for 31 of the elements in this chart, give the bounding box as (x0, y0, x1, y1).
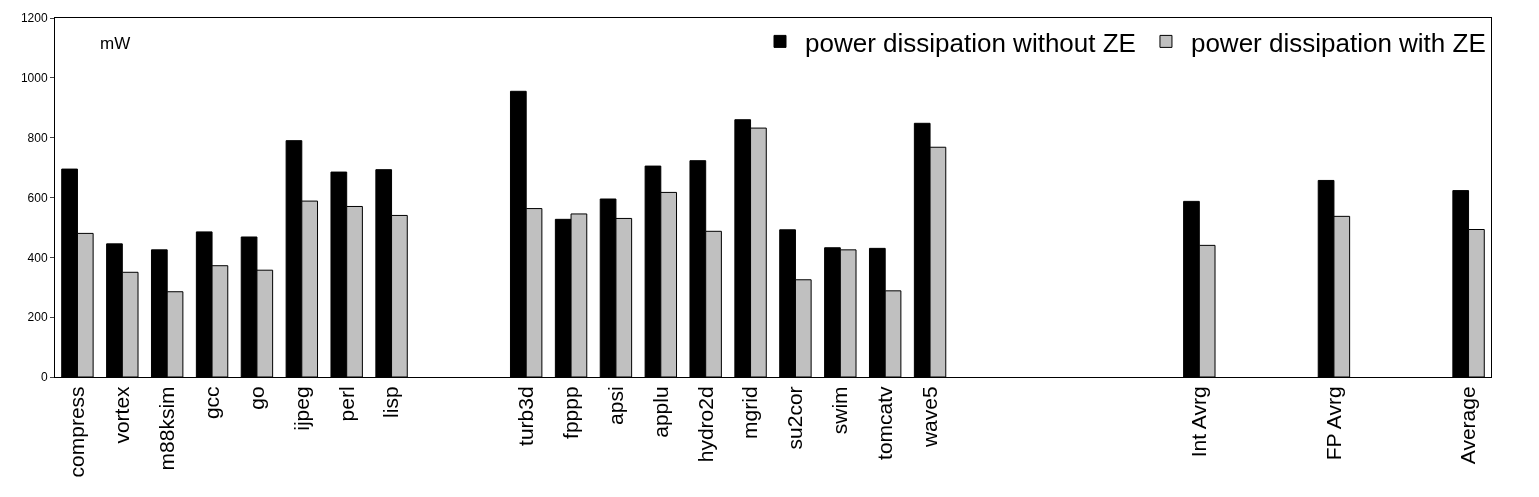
x-tick-label: hydro2d (693, 386, 717, 463)
x-tick-label: mgrid (738, 386, 762, 439)
legend-label: power dissipation without ZE (805, 27, 1136, 58)
x-tick-label: tomcatv (873, 385, 897, 460)
x-tick-label: FP Avrg (1321, 386, 1345, 461)
y-axis-title: mW (100, 34, 131, 53)
x-tick-label: perl (334, 386, 358, 422)
y-tick-label: 400 (27, 250, 48, 265)
x-tick-label: go (244, 386, 268, 410)
x-tick-label: gcc (199, 386, 223, 420)
x-tick-label: compress (65, 386, 89, 478)
y-tick-label: 0 (40, 370, 48, 385)
x-tick-label: Average (1456, 386, 1480, 465)
x-tick-label: applu (648, 386, 672, 438)
legend-label: power dissipation with ZE (1190, 27, 1486, 58)
y-tick-label: 800 (27, 130, 48, 145)
x-tick-label: su2cor (783, 386, 807, 450)
x-tick-label: apsi (603, 386, 627, 425)
x-tick-label: vortex (110, 385, 134, 444)
x-tick-label: turb3d (514, 386, 538, 446)
y-tick-label: 1000 (20, 71, 48, 86)
x-tick-label: wave5 (917, 386, 941, 449)
x-tick-label: Int Avrg (1187, 386, 1211, 458)
y-tick-label: 1200 (20, 11, 48, 26)
y-tick-label: 600 (27, 190, 48, 205)
y-tick-label: 200 (27, 310, 48, 325)
x-tick-label: lisp (379, 386, 403, 418)
x-tick-label: ijpeg (289, 386, 313, 431)
x-tick-label: swim (828, 386, 852, 435)
x-tick-label: m88ksim (155, 386, 179, 471)
x-tick-label: fpppp (558, 386, 582, 439)
